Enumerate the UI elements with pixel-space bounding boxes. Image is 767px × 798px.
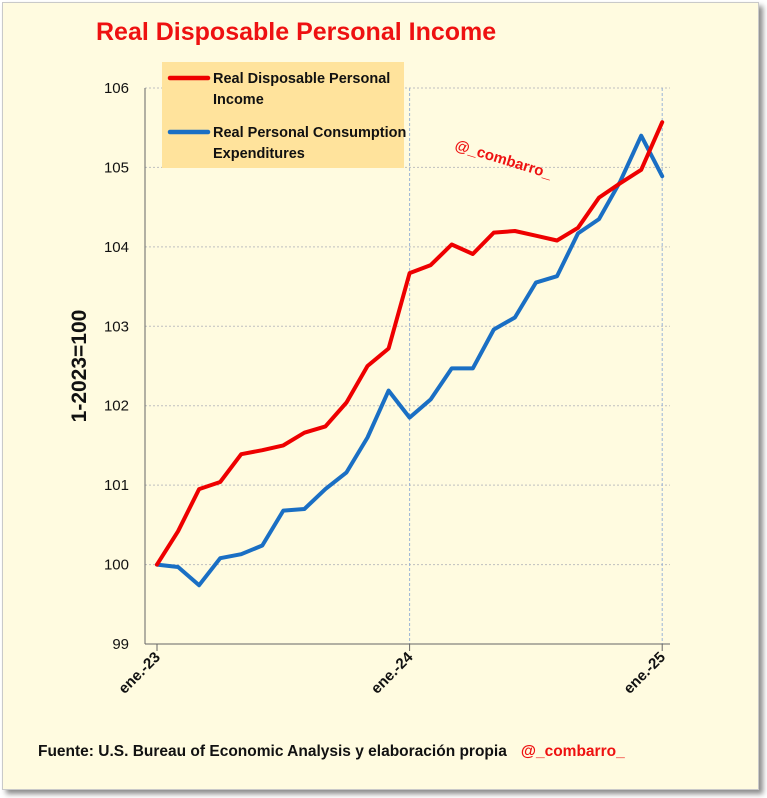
y-tick-label: 103 bbox=[104, 318, 129, 335]
y-tick-label: 105 bbox=[104, 159, 129, 176]
y-tick-label: 100 bbox=[104, 557, 129, 574]
y-tick-label: 104 bbox=[104, 239, 129, 256]
series-lines bbox=[155, 120, 665, 588]
x-tick-labels: ene.-23 ene.-24 ene.-25 bbox=[115, 648, 669, 697]
legend: Real Disposable Personal Income Real Perso… bbox=[162, 62, 406, 168]
vertical-gridlines bbox=[409, 88, 663, 644]
legend-entry: Real Disposable Personal Income bbox=[213, 71, 390, 108]
y-axis-label: 1-2023=100 bbox=[68, 310, 91, 423]
x-tick-label: ene.-25 bbox=[620, 649, 669, 698]
footer: Fuente: U.S. Bureau of Economic Analysis… bbox=[38, 743, 625, 761]
y-tick-label: 99 bbox=[112, 636, 129, 653]
footer-handle: @_combarro_ bbox=[520, 743, 625, 760]
source-note: Fuente: U.S. Bureau of Economic Analysis… bbox=[38, 743, 507, 760]
axes bbox=[144, 88, 670, 651]
watermark-annotation: @_combarro_ bbox=[453, 137, 555, 183]
y-tick-label: 102 bbox=[104, 398, 129, 415]
chart-title: Real Disposable Personal Income bbox=[96, 18, 497, 46]
x-tick-label: ene.-24 bbox=[368, 648, 417, 697]
y-tick-label: 106 bbox=[104, 80, 129, 97]
y-tick-label: 101 bbox=[104, 477, 129, 494]
x-tick-label: ene.-23 bbox=[115, 649, 164, 698]
gridlines bbox=[145, 87, 670, 566]
y-tick-labels: 99 100 101 102 103 104 105 106 bbox=[104, 80, 129, 653]
legend-entry: Real Personal Consumption Expenditures bbox=[213, 125, 406, 162]
